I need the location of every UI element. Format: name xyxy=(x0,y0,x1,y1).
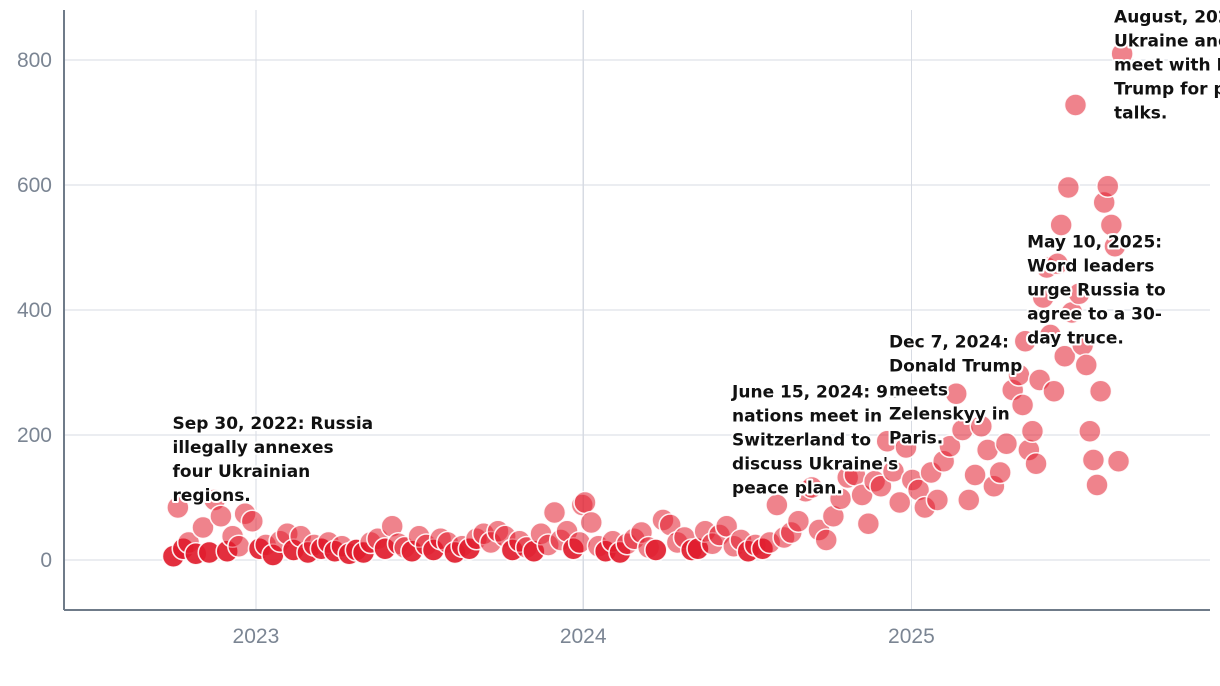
data-point xyxy=(786,509,811,534)
data-point xyxy=(1110,41,1134,66)
data-points xyxy=(161,41,1134,569)
annotation-line: Zelenskyy in xyxy=(889,405,1010,425)
annotation-line: Paris. xyxy=(889,429,943,449)
annotation-line: Sep 30, 2022: Russia xyxy=(173,414,374,434)
data-point xyxy=(1088,379,1113,404)
annotation-line: talks. xyxy=(1114,104,1167,124)
annotation-line: day truce. xyxy=(1027,329,1124,349)
data-point xyxy=(240,509,265,534)
tick-labels: 0 200 400 600 800 2023 2024 2025 xyxy=(17,49,935,648)
y-tick-label: 200 xyxy=(17,424,52,447)
x-tick-label: 2025 xyxy=(888,625,935,648)
data-point xyxy=(1013,329,1038,354)
annotation-line: meets xyxy=(889,381,948,401)
data-point xyxy=(644,538,668,562)
annotation-line: Ukraine and Russia xyxy=(1114,32,1220,52)
data-point xyxy=(869,474,893,499)
data-point xyxy=(1049,213,1073,237)
data-point xyxy=(1020,419,1045,444)
data-point xyxy=(1052,344,1077,369)
data-point xyxy=(814,528,839,552)
annotation-line: June 15, 2024: 92 xyxy=(731,383,900,403)
data-point xyxy=(944,381,969,406)
data-point xyxy=(938,434,962,459)
data-point xyxy=(856,511,881,536)
annotation-line: nations meet in xyxy=(732,407,882,427)
annotation-line: regions. xyxy=(173,486,251,506)
data-point xyxy=(573,490,597,515)
data-point xyxy=(765,493,789,517)
data-point xyxy=(191,515,215,540)
grid-layer xyxy=(64,10,1210,610)
data-point xyxy=(1031,285,1056,310)
annotation-line: Donald Trump xyxy=(889,357,1022,377)
axes-layer xyxy=(63,10,1210,611)
annotation-line: Dec 7, 2024: xyxy=(889,333,1009,353)
x-tick-label: 2023 xyxy=(233,625,280,648)
data-point xyxy=(579,510,604,535)
y-tick-label: 400 xyxy=(17,299,52,322)
data-point xyxy=(1085,473,1109,497)
data-point xyxy=(969,414,994,439)
annotation-line: meet with Donald xyxy=(1114,56,1220,76)
data-point xyxy=(542,500,567,525)
data-point xyxy=(1103,234,1127,259)
annotation-line: May 10, 2025: xyxy=(1027,233,1162,253)
data-point xyxy=(963,463,987,487)
data-point xyxy=(1095,174,1120,199)
data-point xyxy=(209,504,233,529)
data-point xyxy=(994,431,1019,456)
annotation-line: August, 2025: Both xyxy=(1114,8,1220,28)
annotation-line: Word leaders xyxy=(1027,257,1154,277)
data-point xyxy=(1045,251,1070,276)
data-point xyxy=(1024,451,1048,476)
y-tick-label: 0 xyxy=(40,549,52,572)
data-point xyxy=(1063,93,1088,117)
data-point xyxy=(956,488,981,512)
data-point xyxy=(1056,175,1081,200)
data-point xyxy=(166,495,190,520)
annotation-line: urge Russia to xyxy=(1027,281,1166,301)
data-point xyxy=(887,490,912,515)
data-point xyxy=(800,475,824,500)
data-point xyxy=(988,460,1012,485)
y-tick-label: 800 xyxy=(17,49,52,72)
annotation-line: discuss Ukraine's xyxy=(732,455,898,475)
annotations-layer: Sep 30, 2022: Russia illegally annexes fou… xyxy=(171,6,1220,508)
data-point xyxy=(1074,353,1099,377)
data-point xyxy=(894,435,918,460)
data-point xyxy=(1081,448,1106,472)
annotation-line: Trump for peace xyxy=(1114,80,1220,100)
annotation-line: four Ukrainian xyxy=(173,462,311,482)
annotation-line: agree to a 30- xyxy=(1027,305,1162,325)
data-point xyxy=(1010,393,1035,417)
data-point xyxy=(1078,419,1102,444)
data-point xyxy=(227,534,251,559)
x-tick-label: 2024 xyxy=(560,625,607,648)
data-point xyxy=(1106,449,1131,474)
annotation-line: illegally annexes xyxy=(173,438,334,458)
annotation-line: peace plan. xyxy=(732,479,843,499)
y-tick-label: 600 xyxy=(17,174,52,197)
data-point xyxy=(1042,379,1066,404)
data-point xyxy=(925,488,950,512)
data-point xyxy=(1038,323,1063,347)
data-point xyxy=(1067,281,1091,306)
annotation-line: Switzerland to xyxy=(732,431,871,451)
